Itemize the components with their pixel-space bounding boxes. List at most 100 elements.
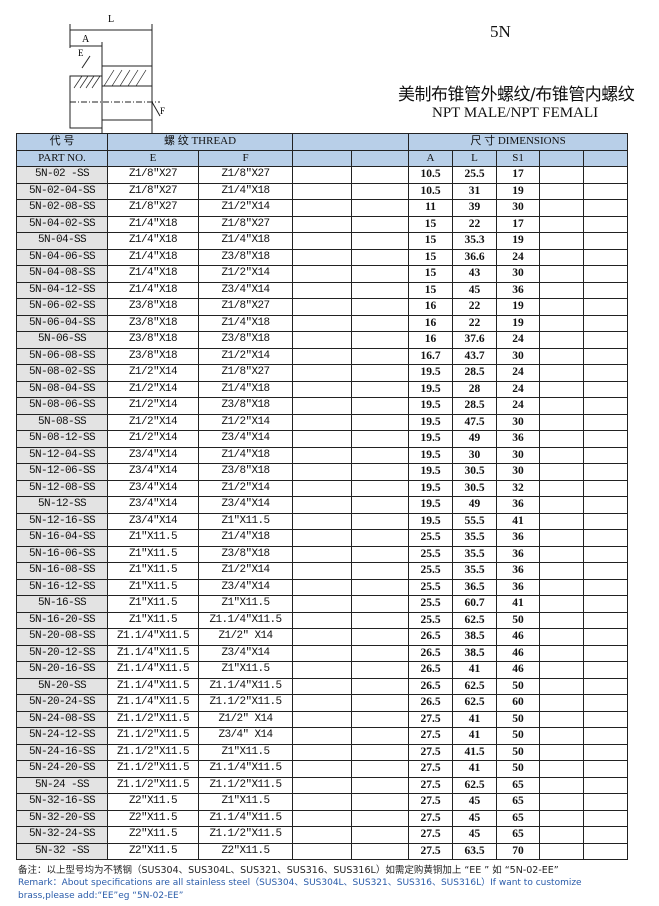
- cell-blank: [292, 743, 353, 761]
- cell-blank: [583, 793, 629, 811]
- cell-blank: [292, 562, 353, 580]
- cell-dim-s1: 36: [496, 562, 541, 580]
- label-e: E: [78, 48, 84, 58]
- header-thread: 螺 纹 THREAD: [106, 133, 294, 151]
- cell-dim-a: 16: [408, 331, 454, 349]
- remark-cn: 备注：以上型号均为不锈钢（SUS304、SUS304L、SUS321、SUS31…: [18, 865, 559, 876]
- cell-dim-a: 15: [408, 281, 454, 299]
- table-row: 5N-32-20-SS Z2"X11.5 Z1.1/4"X11.5 27.5 45 65: [16, 809, 629, 827]
- cell-dim-s1: 19: [496, 314, 541, 332]
- cell-part-no: 5N-02 -SS: [16, 166, 108, 184]
- table-row: 5N-08-04-SS Z1/2"X14 Z1/4"X18 19.5 28 24: [16, 380, 629, 398]
- cell-blank: [351, 479, 410, 497]
- cell-blank: [539, 364, 585, 382]
- cell-part-no: 5N-32 -SS: [16, 842, 108, 860]
- cell-blank: [539, 727, 585, 745]
- cell-dim-l: 45: [452, 809, 498, 827]
- cell-blank: [351, 644, 410, 662]
- title-english: NPT MALE/NPT FEMALI: [432, 105, 599, 121]
- cell-thread-f: Z1"X11.5: [197, 595, 294, 613]
- cell-thread-f: Z3/8"X18: [197, 397, 294, 415]
- cell-blank: [539, 644, 585, 662]
- cell-dim-a: 25.5: [408, 545, 454, 563]
- cell-blank: [292, 694, 353, 712]
- cell-part-no: 5N-08-02-SS: [16, 364, 108, 382]
- cell-blank: [351, 182, 410, 200]
- cell-blank: [292, 314, 353, 332]
- cell-blank: [292, 760, 353, 778]
- header-blank: [351, 149, 410, 167]
- cell-thread-e: Z1/2"X14: [107, 364, 199, 382]
- cell-blank: [351, 199, 410, 217]
- header-e: E: [107, 149, 199, 167]
- cell-thread-f: Z3/4"X14: [197, 430, 294, 448]
- cell-part-no: 5N-16-06-SS: [16, 545, 108, 563]
- cell-blank: [583, 842, 629, 860]
- cell-thread-f: Z1"X11.5: [197, 793, 294, 811]
- cell-dim-l: 35.5: [452, 545, 498, 563]
- cell-dim-s1: 65: [496, 776, 541, 794]
- cell-blank: [539, 347, 585, 365]
- cell-dim-s1: 24: [496, 397, 541, 415]
- header-blank: [292, 149, 353, 167]
- cell-thread-e: Z3/4"X14: [107, 512, 199, 530]
- cell-dim-a: 27.5: [408, 826, 454, 844]
- cell-dim-l: 62.5: [452, 677, 498, 695]
- cell-dim-l: 43: [452, 265, 498, 283]
- cell-blank: [351, 248, 410, 266]
- cell-dim-l: 62.5: [452, 694, 498, 712]
- cell-thread-f: Z3/4"X14: [197, 578, 294, 596]
- cell-dim-a: 27.5: [408, 809, 454, 827]
- cell-dim-s1: 24: [496, 364, 541, 382]
- cell-blank: [351, 232, 410, 250]
- cell-blank: [351, 809, 410, 827]
- cell-dim-s1: 50: [496, 727, 541, 745]
- cell-dim-s1: 36: [496, 430, 541, 448]
- cell-dim-a: 15: [408, 232, 454, 250]
- cell-blank: [539, 760, 585, 778]
- table-row: 5N-08-12-SS Z1/2"X14 Z3/4"X14 19.5 49 36: [16, 430, 629, 448]
- table-row: 5N-20-24-SS Z1.1/4"X11.5 Z1.1/2"X11.5 26.5 6…: [16, 694, 629, 712]
- cell-blank: [539, 842, 585, 860]
- cell-blank: [583, 446, 629, 464]
- cell-part-no: 5N-12-06-SS: [16, 463, 108, 481]
- cell-thread-f: Z1/2"X14: [197, 562, 294, 580]
- remark: 备注：以上型号均为不锈钢（SUS304、SUS304L、SUS321、SUS31…: [18, 864, 582, 903]
- cell-dim-s1: 30: [496, 265, 541, 283]
- cell-thread-e: Z1.1/4"X11.5: [107, 694, 199, 712]
- cell-blank: [292, 248, 353, 266]
- cell-blank: [539, 578, 585, 596]
- table-row: 5N-16-08-SS Z1"X11.5 Z1/2"X14 25.5 35.5 36: [16, 562, 629, 580]
- cell-thread-e: Z1/4"X18: [107, 232, 199, 250]
- cell-blank: [583, 347, 629, 365]
- cell-blank: [351, 578, 410, 596]
- cell-thread-e: Z3/4"X14: [107, 496, 199, 514]
- cell-thread-e: Z3/8"X18: [107, 314, 199, 332]
- cell-blank: [292, 331, 353, 349]
- table-row: 5N-04-02-SS Z1/4"X18 Z1/8"X27 15 22 17: [16, 215, 629, 233]
- cell-thread-f: Z2"X11.5: [197, 842, 294, 860]
- cell-dim-l: 28: [452, 380, 498, 398]
- cell-dim-s1: 30: [496, 463, 541, 481]
- cell-part-no: 5N-20-SS: [16, 677, 108, 695]
- cell-dim-s1: 50: [496, 710, 541, 728]
- cell-thread-e: Z1/4"X18: [107, 281, 199, 299]
- cell-dim-s1: 60: [496, 694, 541, 712]
- cell-blank: [539, 595, 585, 613]
- cell-dim-a: 16.7: [408, 347, 454, 365]
- cell-dim-l: 28.5: [452, 397, 498, 415]
- cell-dim-l: 22: [452, 314, 498, 332]
- cell-part-no: 5N-32-20-SS: [16, 809, 108, 827]
- cell-thread-e: Z2"X11.5: [107, 809, 199, 827]
- cell-dim-s1: 30: [496, 347, 541, 365]
- cell-blank: [351, 314, 410, 332]
- cell-dim-l: 41: [452, 661, 498, 679]
- cell-blank: [583, 694, 629, 712]
- cell-part-no: 5N-08-06-SS: [16, 397, 108, 415]
- cell-blank: [292, 512, 353, 530]
- cell-thread-f: Z3/8"X18: [197, 248, 294, 266]
- cell-blank: [351, 298, 410, 316]
- cell-dim-s1: 41: [496, 512, 541, 530]
- cell-blank: [351, 265, 410, 283]
- cell-dim-a: 27.5: [408, 760, 454, 778]
